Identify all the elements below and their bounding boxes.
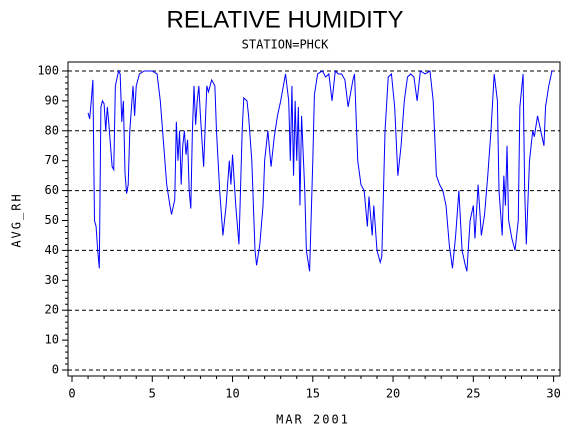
- y-tick-label: 90: [45, 93, 59, 107]
- chart-title: RELATIVE HUMIDITY: [167, 6, 404, 33]
- y-tick-label: 30: [45, 273, 59, 287]
- y-tick-label: 80: [45, 123, 59, 137]
- x-tick-label: 5: [149, 387, 156, 401]
- x-axis-label: MAR 2001: [276, 413, 350, 427]
- chart-subtitle: STATION=PHCK: [242, 38, 329, 52]
- y-tick-label: 50: [45, 213, 59, 227]
- y-tick-label: 60: [45, 183, 59, 197]
- y-tick-label: 10: [45, 333, 59, 347]
- y-axis-label: AVG_RH: [10, 192, 24, 247]
- plot-frame: [67, 61, 561, 377]
- x-tick-label: 15: [306, 387, 320, 401]
- y-tick-label: 0: [52, 363, 59, 377]
- x-tick-label: 10: [225, 387, 239, 401]
- y-tick-label: 70: [45, 153, 59, 167]
- x-tick-label: 30: [546, 387, 560, 401]
- y-tick-label: 20: [45, 303, 59, 317]
- y-tick-label: 40: [45, 243, 59, 257]
- x-tick-label: 20: [386, 387, 400, 401]
- x-tick-label: 0: [68, 387, 75, 401]
- y-tick-label: 100: [37, 63, 59, 77]
- data-line: [87, 69, 554, 272]
- x-tick-label: 25: [466, 387, 480, 401]
